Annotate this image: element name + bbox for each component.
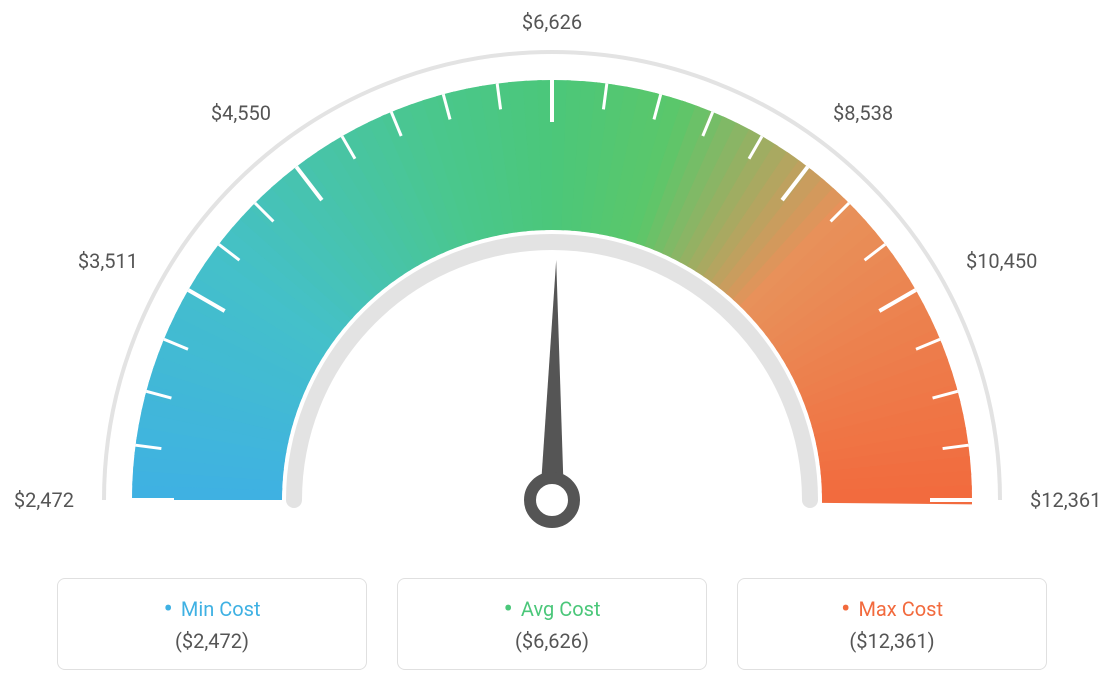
- legend-value: ($12,361): [748, 629, 1036, 653]
- legend-row: Min Cost ($2,472) Avg Cost ($6,626) Max Cost…: [0, 578, 1104, 670]
- gauge-tick-label: $10,450: [966, 249, 1037, 273]
- gauge-tick-label: $12,361: [1030, 488, 1101, 512]
- gauge-tick-label: $4,550: [191, 101, 271, 125]
- gauge-needle: [540, 260, 564, 500]
- chart-container: $2,472 $3,511 $4,550 $6,626 $8,538 $10,450 $12…: [0, 0, 1104, 690]
- gauge-hub: [530, 478, 574, 522]
- legend-card: Avg Cost ($6,626): [397, 578, 707, 670]
- legend-card: Min Cost ($2,472): [57, 578, 367, 670]
- gauge-tick-label: $6,626: [512, 10, 592, 34]
- legend-card: Max Cost ($12,361): [737, 578, 1047, 670]
- legend-title: Min Cost: [163, 597, 260, 621]
- gauge-tick-label: $8,538: [833, 101, 893, 125]
- gauge-wrap: $2,472 $3,511 $4,550 $6,626 $8,538 $10,450 $12…: [0, 0, 1104, 560]
- legend-title: Max Cost: [841, 597, 943, 621]
- gauge-tick-label: $2,472: [0, 488, 74, 512]
- legend-value: ($6,626): [408, 629, 696, 653]
- gauge-tick-label: $3,511: [58, 249, 138, 273]
- legend-title: Avg Cost: [503, 597, 600, 621]
- legend-value: ($2,472): [68, 629, 356, 653]
